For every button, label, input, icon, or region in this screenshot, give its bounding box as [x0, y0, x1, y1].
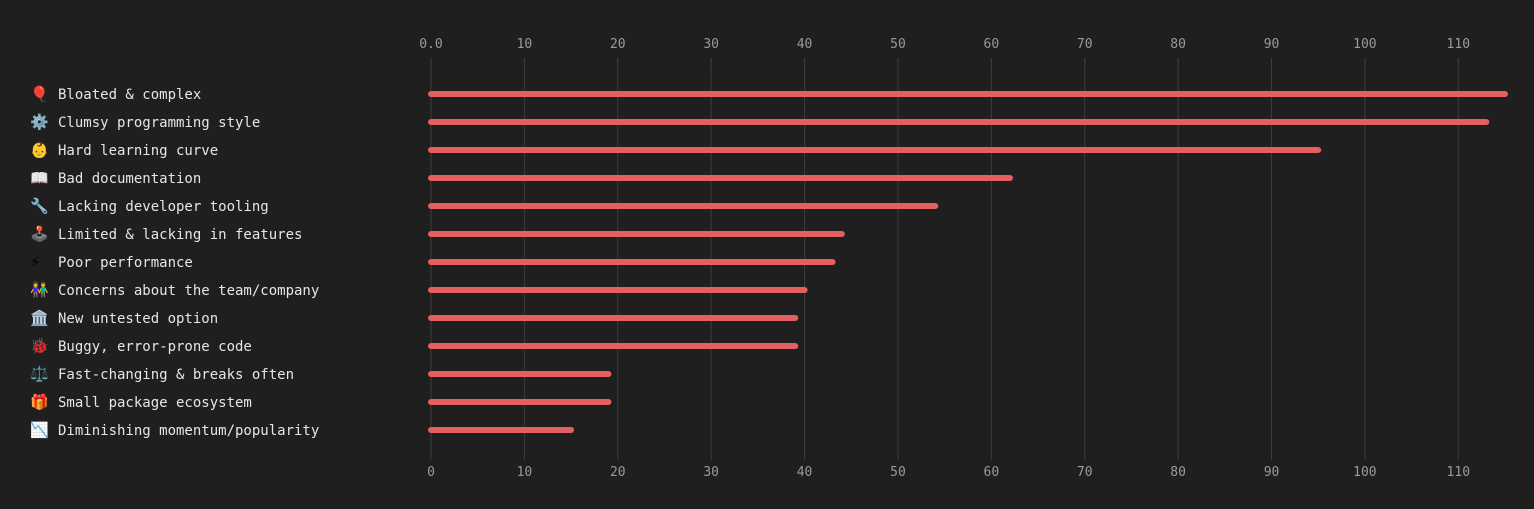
gear-icon: ⚙️ — [30, 113, 49, 131]
category-label: Concerns about the team/company — [58, 283, 319, 299]
top-axis: 0.0 10 20 30 40 50 60 70 80 90 100 110 — [419, 37, 1470, 66]
bottom-tick-label: 40 — [797, 465, 813, 480]
category-label: Fast-changing & breaks often — [58, 367, 294, 383]
category-label: Bloated & complex — [58, 87, 201, 103]
wrench-icon: 🔧 — [30, 196, 49, 215]
people-icon: 👫 — [30, 281, 49, 299]
category-label: Diminishing momentum/popularity — [58, 423, 319, 439]
top-tick-label: 100 — [1353, 37, 1376, 52]
joystick-icon: 🕹️ — [30, 225, 49, 243]
top-tick-label: 50 — [890, 37, 906, 52]
category-label: Buggy, error-prone code — [58, 339, 252, 355]
balloon-icon: 🎈 — [30, 84, 49, 103]
category-labels: 🎈 Bloated & complex ⚙️ Clumsy programming s… — [30, 84, 319, 439]
bottom-tick-label: 100 — [1353, 465, 1376, 480]
category-label: Limited & lacking in features — [58, 227, 302, 243]
top-tick-label: 70 — [1077, 37, 1093, 52]
top-tick-label: 60 — [984, 37, 1000, 52]
gift-icon: 🎁 — [30, 393, 49, 411]
bars — [428, 91, 1508, 433]
bottom-tick-label: 10 — [517, 465, 533, 480]
category-label: Poor performance — [58, 255, 193, 271]
top-tick-label: 80 — [1170, 37, 1186, 52]
bug-icon: 🐞 — [30, 337, 49, 355]
bottom-axis: 0 10 20 30 40 50 60 70 80 90 100 110 — [427, 465, 1470, 480]
top-tick-label: 0.0 — [419, 37, 442, 52]
book-icon: 📖 — [30, 169, 49, 187]
bottom-tick-label: 0 — [427, 465, 435, 480]
bottom-tick-label: 30 — [703, 465, 719, 480]
category-label: Lacking developer tooling — [58, 199, 269, 215]
bottom-tick-label: 80 — [1170, 465, 1186, 480]
category-label: New untested option — [58, 311, 218, 327]
chart-decreasing-icon: 📉 — [30, 421, 49, 439]
bottom-tick-label: 50 — [890, 465, 906, 480]
top-tick-label: 90 — [1264, 37, 1280, 52]
top-tick-label: 20 — [610, 37, 626, 52]
category-label: Clumsy programming style — [58, 115, 260, 131]
bottom-tick-label: 20 — [610, 465, 626, 480]
category-label: Hard learning curve — [58, 143, 218, 159]
scales-icon: ⚖️ — [30, 365, 49, 383]
top-tick-label: 10 — [517, 37, 533, 52]
building-icon: 🏛️ — [30, 309, 49, 327]
bottom-tick-label: 70 — [1077, 465, 1093, 480]
top-tick-label: 40 — [797, 37, 813, 52]
bottom-tick-label: 60 — [984, 465, 1000, 480]
bottom-tick-label: 110 — [1447, 465, 1470, 480]
top-tick-label: 110 — [1447, 37, 1470, 52]
category-label: Small package ecosystem — [58, 395, 252, 411]
baby-icon: 👶 — [30, 141, 49, 159]
category-label: Bad documentation — [58, 171, 201, 187]
top-tick-label: 30 — [703, 37, 719, 52]
lightning-icon: ⚡ — [30, 253, 41, 271]
bottom-tick-label: 90 — [1264, 465, 1280, 480]
